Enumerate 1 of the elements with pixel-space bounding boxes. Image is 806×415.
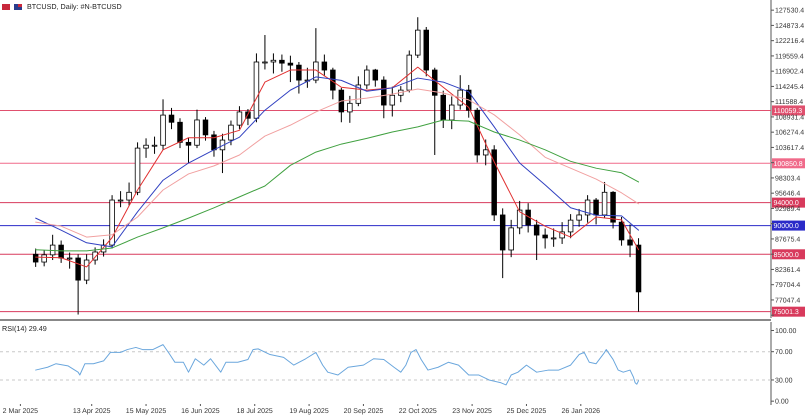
line-series [35, 344, 640, 386]
